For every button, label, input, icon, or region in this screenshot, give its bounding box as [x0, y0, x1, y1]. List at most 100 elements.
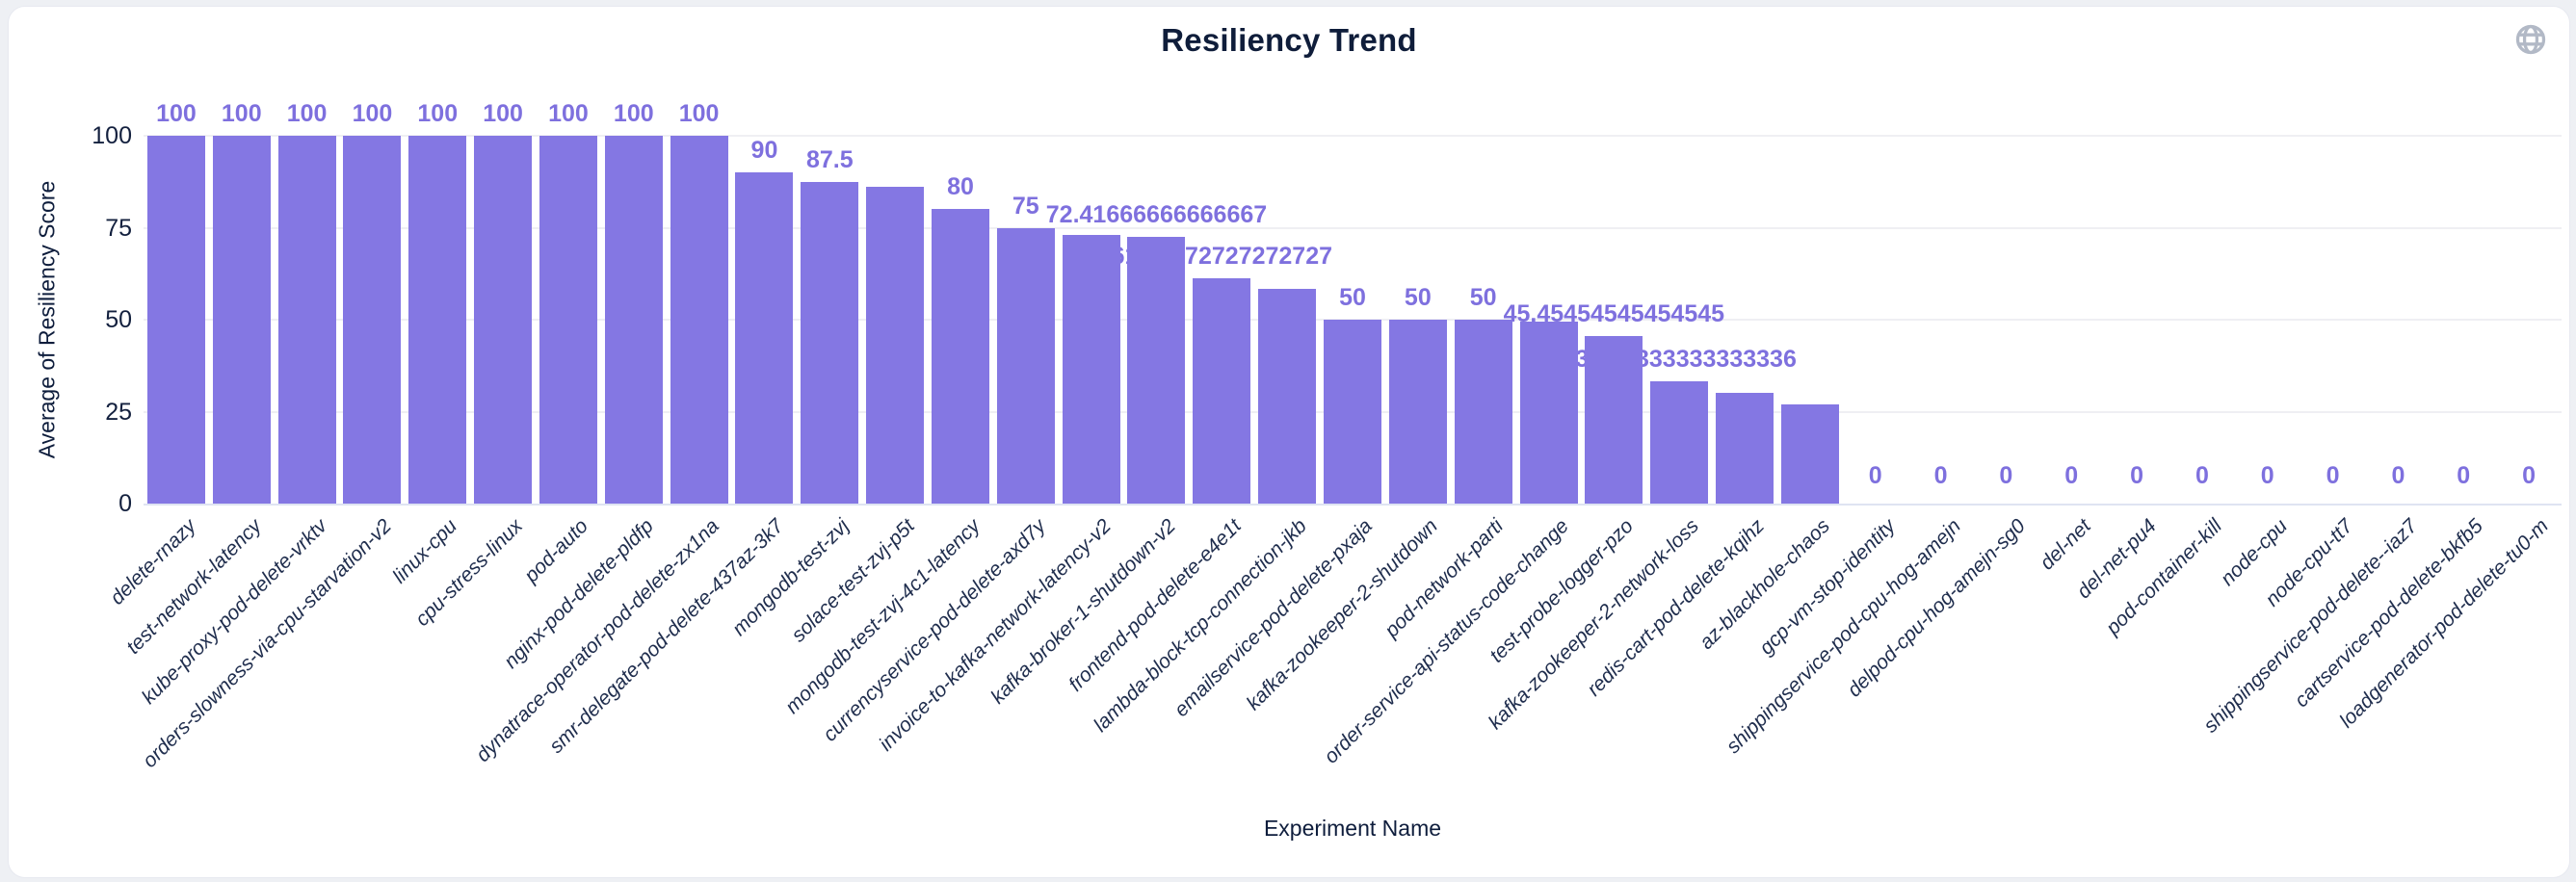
x-tick-label: mongodb-test-zvj-4c1-latency — [780, 514, 985, 718]
y-axis-tick-label: 100 — [92, 122, 132, 149]
x-tick-label: shippingservice-pod-delete--iaz7 — [2199, 514, 2423, 738]
bar[interactable] — [1716, 393, 1774, 504]
x-tick-label: kube-proxy-pod-delete-vrktv — [137, 514, 331, 709]
x-tick-label: invoice-to-kafka-network-latency-v2 — [874, 514, 1116, 756]
x-tick-label: currencyservice-pod-delete-axd7y — [818, 514, 1050, 746]
bar-value-label: 100 — [613, 100, 654, 127]
bar[interactable] — [1127, 237, 1186, 504]
bar-value-label: 0 — [2326, 462, 2340, 489]
bar[interactable] — [539, 136, 597, 504]
bar-value-label: 100 — [548, 100, 589, 127]
x-tick-label: del-net-pu4 — [2072, 514, 2162, 604]
bar-value-label: 100 — [417, 100, 459, 127]
bar[interactable] — [1324, 320, 1381, 504]
bar-value-label: 0 — [1933, 462, 1948, 489]
x-tick-label: loadgenerator-pod-delete-tu0-m — [2335, 514, 2554, 733]
bar-value-label: 100 — [678, 100, 720, 127]
x-tick-label: az-blackhole-chaos — [1695, 514, 1834, 654]
x-tick-label: del-net — [2036, 514, 2096, 575]
x-tick-label: kafka-zookeeper-2-shutdown — [1242, 514, 1442, 715]
bar-value-label: 100 — [221, 100, 262, 127]
bar[interactable] — [212, 136, 271, 504]
y-axis-tick-label: 25 — [105, 398, 132, 426]
bar[interactable] — [1193, 277, 1251, 504]
bar-value-label: 0 — [2064, 462, 2079, 489]
bar-value-label: 50 — [1469, 284, 1497, 311]
bar-value-label: 80 — [947, 173, 974, 201]
x-tick-label: dynatrace-operator-pod-delete-zx1na — [471, 514, 723, 766]
bar[interactable] — [146, 136, 205, 504]
x-tick-label: cartservice-pod-delete-bkfb5 — [2290, 514, 2488, 713]
bar-value-label: 0 — [1999, 462, 2013, 489]
globe-icon[interactable] — [2513, 22, 2548, 57]
bar-value-label: 100 — [286, 100, 328, 127]
y-gridline — [144, 226, 2562, 229]
bar-value-label: 0 — [2130, 462, 2143, 489]
x-tick-label: frontend-pod-delete-e4e1t — [1065, 514, 1247, 696]
x-tick-label: pod-network-parti — [1380, 514, 1508, 642]
plot-area: 0 25 50 75 100 100 delete-rnazy 100 test-network… — [9, 7, 2569, 877]
bar-value-label: 0 — [2391, 462, 2405, 489]
bar-value-label: 50 — [1339, 284, 1366, 311]
x-tick-label: smr-delegate-pod-delete-437az-3k7 — [545, 514, 789, 758]
bar-value-label: 0 — [2195, 462, 2209, 489]
x-tick-label: pod-auto — [520, 514, 592, 587]
x-tick-label: solace-test-zvj-p5t — [787, 514, 920, 647]
y-axis-tick-label: 50 — [105, 306, 132, 333]
x-tick-label: linux-cpu — [388, 514, 462, 588]
x-tick-label: node-cpu-tt7 — [2260, 514, 2357, 611]
bar[interactable] — [408, 136, 467, 504]
x-tick-label: kafka-broker-1-shutdown-v2 — [986, 514, 1181, 709]
x-tick-label: emailservice-pod-delete-pxaja — [1170, 514, 1377, 722]
bar-value-label: 75 — [1012, 192, 1039, 220]
bar[interactable] — [931, 209, 989, 504]
x-axis-title: Experiment Name — [1263, 816, 1442, 841]
x-axis-line — [144, 504, 2562, 506]
bar[interactable] — [1519, 321, 1578, 504]
chart-title: Resiliency Trend — [1161, 22, 1417, 58]
bar[interactable] — [1780, 403, 1839, 504]
bar[interactable] — [1258, 289, 1317, 504]
bar-value-label: 72.41666666666667 — [1045, 201, 1268, 229]
bar-value-label: 90 — [750, 137, 778, 165]
bar[interactable] — [801, 181, 859, 504]
x-tick-label: redis-cart-pod-delete-kqihz — [1583, 514, 1769, 701]
bar-value-label: 0 — [2457, 462, 2471, 489]
bar[interactable] — [604, 136, 663, 504]
x-tick-label: test-probe-logger-pzo — [1485, 514, 1639, 667]
bar[interactable] — [1454, 320, 1512, 504]
bar[interactable] — [1650, 380, 1709, 504]
bar[interactable] — [1388, 320, 1447, 504]
bar[interactable] — [866, 187, 925, 504]
x-tick-label: cpu-stress-linux — [410, 514, 528, 631]
y-axis-tick-label: 0 — [118, 490, 132, 517]
bar[interactable] — [1062, 235, 1120, 504]
bar-value-label: 50 — [1404, 284, 1432, 311]
bar-value-label: 0 — [2260, 462, 2274, 489]
bar-value-label: 87.5 — [805, 145, 854, 173]
bar[interactable] — [996, 227, 1055, 504]
y-axis-tick-label: 75 — [105, 214, 132, 242]
chart-card: Resiliency Trend Average of Resiliency S… — [8, 6, 2570, 878]
x-tick-label: orders-slowness-via-cpu-starvation-v2 — [139, 514, 397, 772]
x-tick-label: lambda-block-tcp-connection-jkb — [1090, 514, 1312, 737]
x-tick-label: pod-container-kill — [2101, 514, 2226, 639]
x-tick-label: node-cpu — [2216, 514, 2292, 590]
bar-value-label: 0 — [2522, 462, 2537, 489]
bar[interactable] — [474, 136, 533, 504]
bar[interactable] — [670, 136, 728, 504]
bar-value-label: 100 — [483, 100, 523, 127]
bar-value-label: 0 — [1868, 462, 1882, 489]
bar[interactable] — [735, 172, 794, 504]
bar[interactable] — [277, 136, 336, 504]
bar-value-label: 100 — [352, 100, 393, 127]
x-tick-label: mongodb-test-zvj — [728, 514, 854, 640]
bar[interactable] — [343, 136, 402, 504]
x-tick-label: shippingservice-pod-cpu-hog-amejn — [1722, 514, 1965, 759]
bar[interactable] — [1585, 336, 1643, 504]
x-tick-label: order-service-api-status-code-change — [1319, 514, 1573, 768]
x-tick-label: gcp-vm-stop-identity — [1754, 514, 1900, 660]
x-tick-label: delpod-cpu-hog-amejn-sg0 — [1843, 514, 2031, 702]
bar-value-label: 100 — [156, 100, 197, 127]
y-gridline — [144, 135, 2562, 137]
